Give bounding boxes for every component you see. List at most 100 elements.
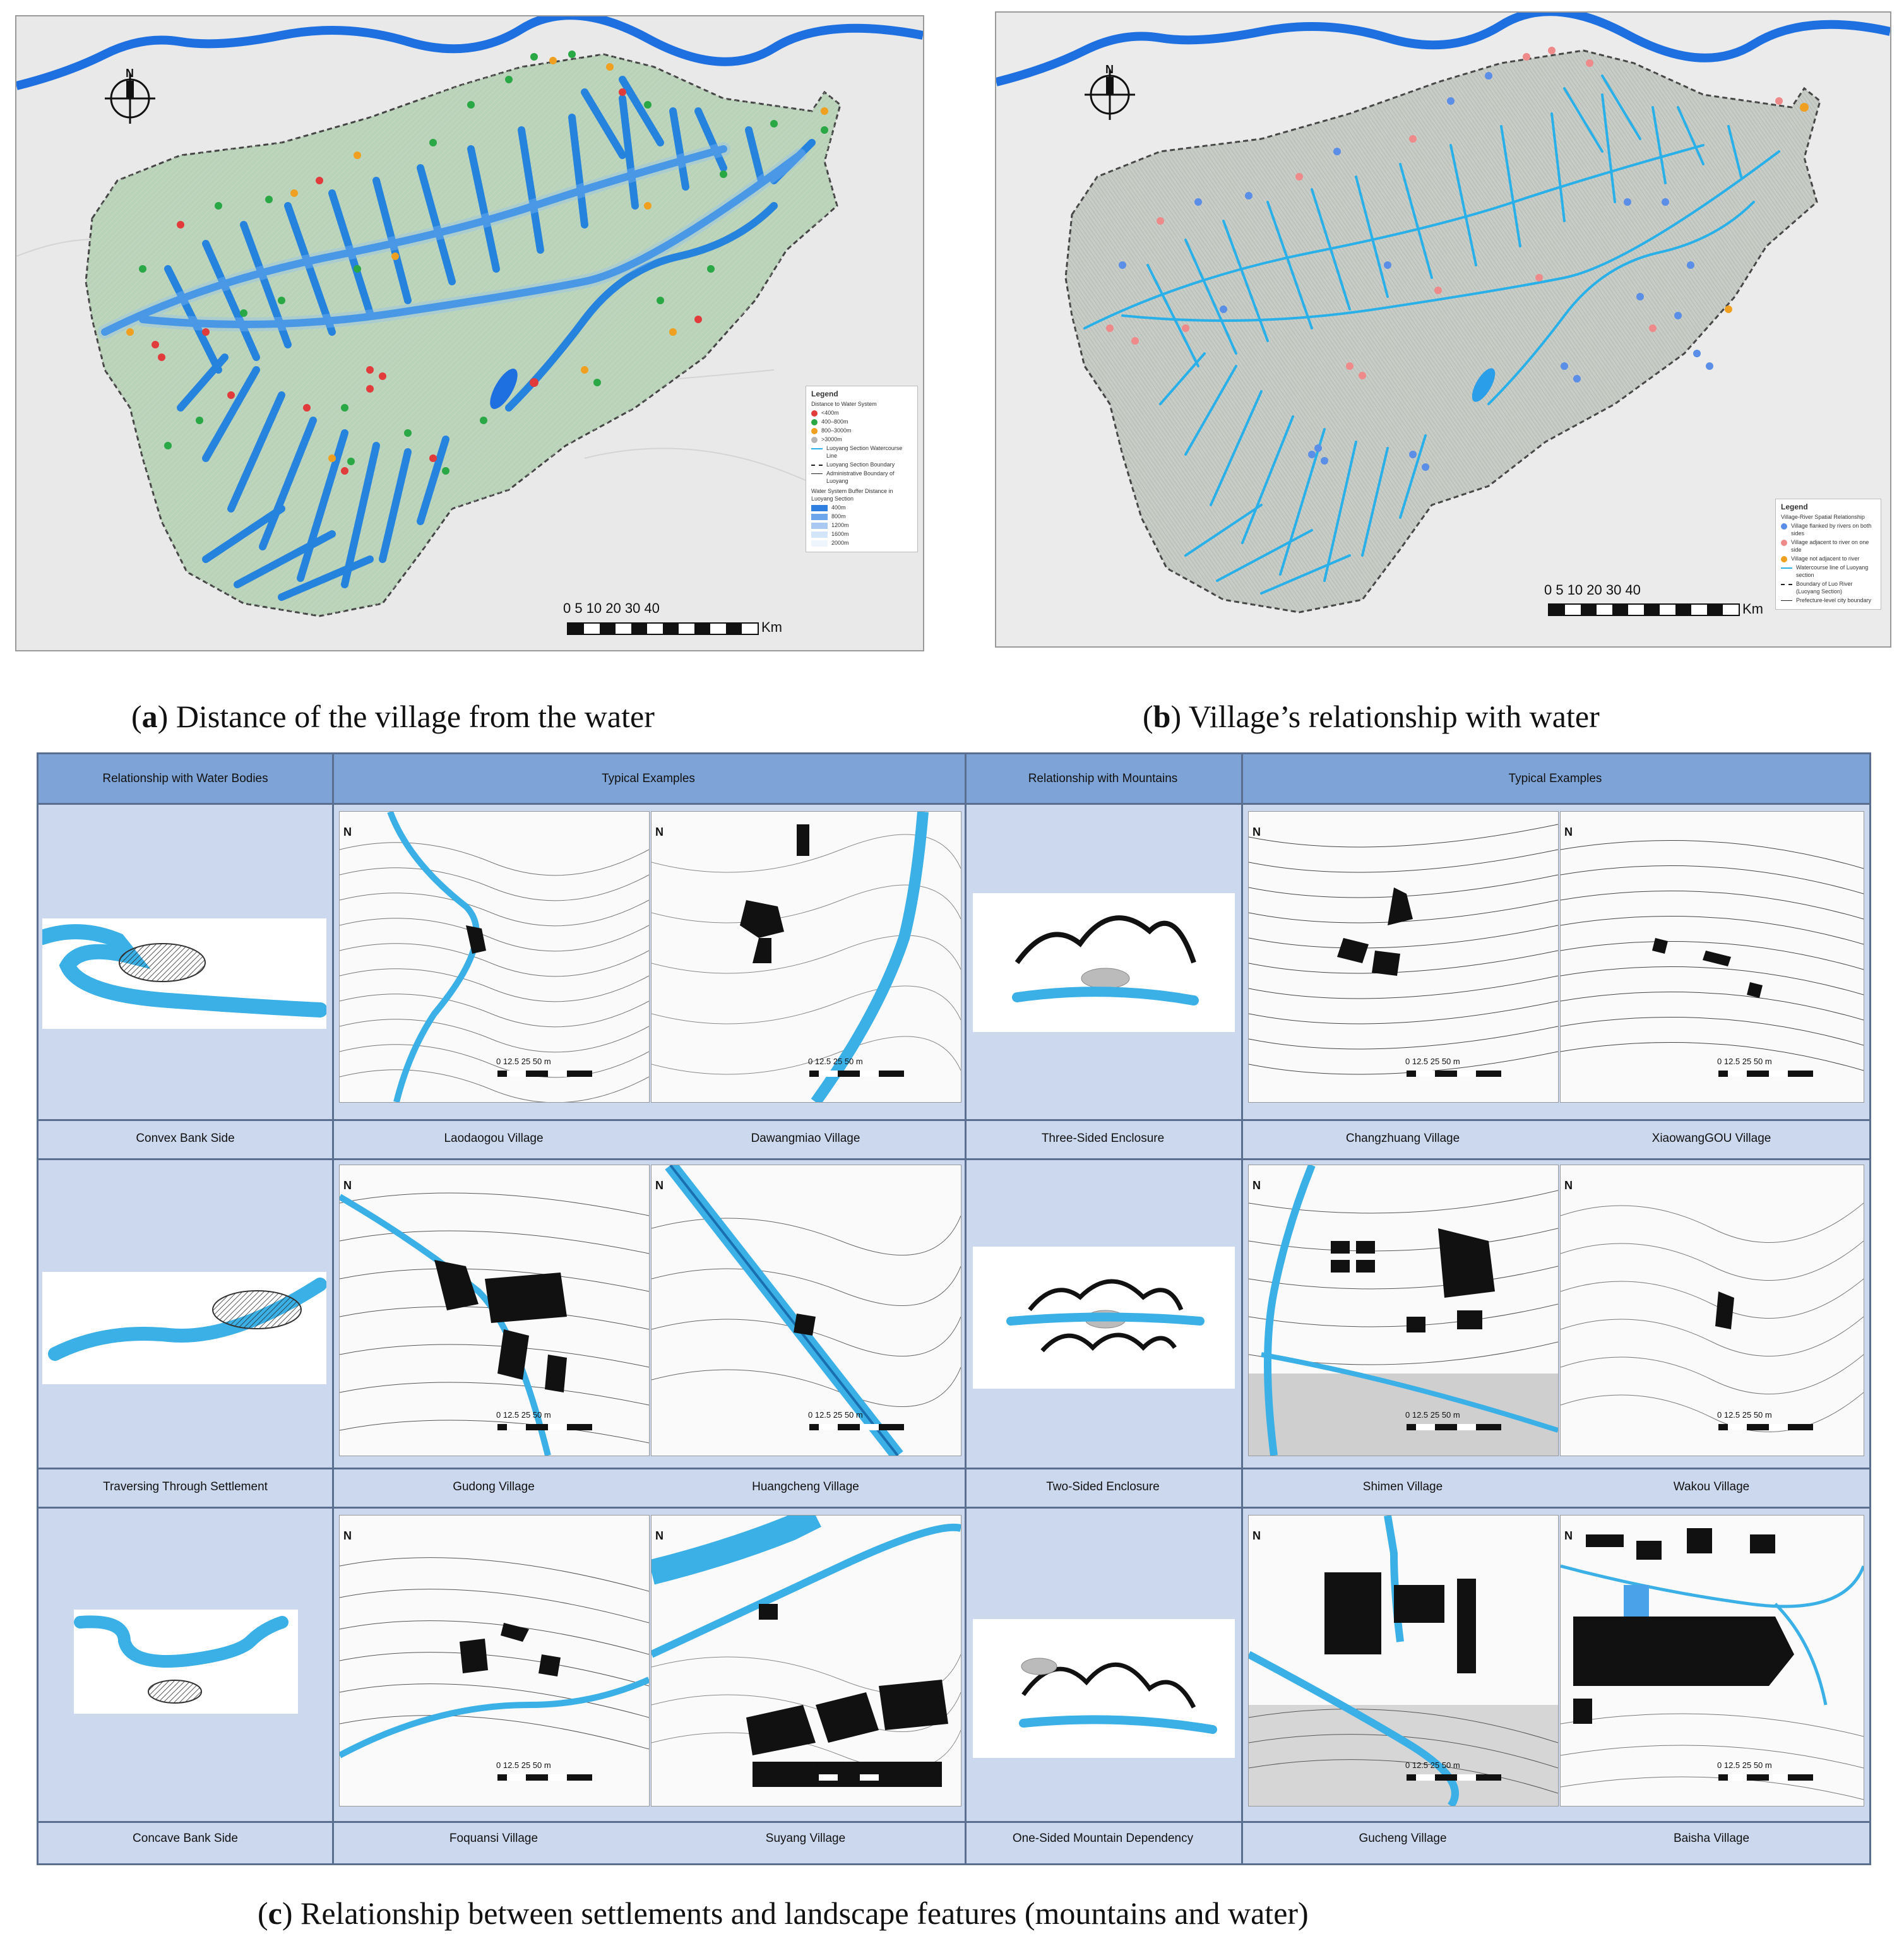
legend-a: Legend Distance to Water System <400m 400… xyxy=(806,386,918,552)
row2-water-example-2: Huangcheng Village xyxy=(752,1480,859,1493)
map-shimen: N 0 12.5 25 50 m xyxy=(1248,1165,1559,1456)
village-points xyxy=(1106,47,1809,471)
yellow-river xyxy=(16,16,923,90)
legend-buffer-label: 800m xyxy=(831,513,846,519)
legend-item: >3000m xyxy=(811,436,912,443)
legend-buffer-item: 1600m xyxy=(811,530,912,538)
legend-line-item: Luoyang Section Boundary xyxy=(811,461,912,468)
caption-a: (a) Distance of the village from the wat… xyxy=(131,699,655,734)
mini-scale-label: 0 12.5 25 50 m xyxy=(1717,1760,1772,1770)
row1-water-type: Convex Bank Side xyxy=(136,1132,235,1145)
legend-items: Village flanked by rivers on both sides V… xyxy=(1781,522,1876,562)
legend-line-item: Luoyang Section Watercourse Line xyxy=(811,444,912,460)
legend-line-icon xyxy=(1781,567,1792,569)
map-suyang: N 0 12.5 25 50 m xyxy=(651,1515,961,1807)
legend-buffer-item: 1200m xyxy=(811,521,912,529)
row3-mountain-example-2: Baisha Village xyxy=(1673,1832,1750,1845)
map-foquansi: N 0 12.5 25 50 m xyxy=(339,1515,650,1807)
map-dawangmiao: N 0 12.5 25 50 m xyxy=(651,811,961,1103)
legend-dot-icon xyxy=(811,419,818,425)
row1-mountain-example-2: XiaowangGOU Village xyxy=(1651,1132,1771,1145)
legend-lines: Watercourse line of Luoyang section Bound… xyxy=(1781,564,1876,604)
reservoir xyxy=(1472,368,1496,402)
scale-unit: Km xyxy=(1742,601,1763,617)
north-arrow-icon: N xyxy=(343,826,352,838)
row2-mountain-type: Two-Sided Enclosure xyxy=(1046,1480,1160,1493)
legend-dot-icon xyxy=(1781,523,1787,530)
map-changzhuang: N 0 12.5 25 50 m xyxy=(1248,811,1559,1103)
legend-buffer-label: 400m xyxy=(831,504,846,511)
legend-item-label: 800–3000m xyxy=(821,427,852,434)
header-mountains: Relationship with Mountains xyxy=(965,754,1241,805)
legend-line-label: Boundary of Luo River (Luoyang Section) xyxy=(1796,581,1853,595)
row2-mountain-example-1: Shimen Village xyxy=(1362,1480,1443,1493)
north-arrow-icon: N xyxy=(343,1179,352,1192)
map-b-graphic xyxy=(996,13,1890,646)
north-arrow-icon: N xyxy=(655,1179,663,1192)
map-gucheng: N 0 12.5 25 50 m xyxy=(1248,1515,1559,1807)
row1-water-example-2: Dawangmiao Village xyxy=(751,1132,860,1145)
map-baisha: N 0 12.5 25 50 m xyxy=(1560,1515,1864,1807)
map-a-graphic xyxy=(16,16,923,650)
row1-water-example-1: Laodaogou Village xyxy=(444,1132,544,1145)
legend-line-item: Watercourse line of Luoyang section xyxy=(1781,564,1876,579)
legend-line-icon xyxy=(1781,600,1792,601)
legend-line-label: Watercourse line of Luoyang section xyxy=(1796,564,1869,578)
north-arrow-icon: N xyxy=(1564,826,1573,838)
legend-item: <400m xyxy=(811,409,912,417)
legend-swatch-icon xyxy=(811,514,828,520)
row3-water-example-2: Suyang Village xyxy=(765,1832,846,1845)
schematic-one-sided-dependency xyxy=(973,1619,1235,1758)
scale-bar xyxy=(567,622,759,635)
legend-subtitle: Village-River Spatial Relationship xyxy=(1781,514,1865,520)
legend-dot-icon xyxy=(1781,556,1787,562)
legend-line-item: Prefecture-level city boundary xyxy=(1781,596,1876,604)
north-label: N xyxy=(126,67,134,80)
mini-scale-label: 0 12.5 25 50 m xyxy=(1717,1057,1772,1066)
legend-item-label: Village flanked by rivers on both sides xyxy=(1791,523,1872,537)
legend-title: Legend xyxy=(811,389,838,398)
watercourse-lines xyxy=(101,76,816,601)
legend-item-label: Village not adjacent to river xyxy=(1791,555,1860,562)
legend-line-label: Luoyang Section Boundary xyxy=(826,461,895,468)
mini-scale-label: 0 12.5 25 50 m xyxy=(808,1057,863,1066)
row2-mountain-example-2: Wakou Village xyxy=(1673,1480,1750,1493)
legend-buffer-label: 1200m xyxy=(831,522,849,528)
legend-line-item: Administrative Boundary of Luoyang xyxy=(811,470,912,485)
legend-b: Legend Village-River Spatial Relationshi… xyxy=(1775,499,1881,610)
legend-buffer-label: 1600m xyxy=(831,531,849,537)
schematic-concave-bank xyxy=(74,1610,298,1714)
schematic-convex-bank xyxy=(42,918,326,1029)
north-arrow-icon: N xyxy=(343,1529,352,1542)
map-gudong: N 0 12.5 25 50 m xyxy=(339,1165,650,1456)
legend-dot-icon xyxy=(811,437,818,443)
map-huangcheng: N 0 12.5 25 50 m xyxy=(651,1165,961,1456)
header-water: Relationship with Water Bodies xyxy=(39,754,332,805)
schematic-two-sided-enclosure xyxy=(973,1247,1235,1389)
row3-water-example-1: Foquansi Village xyxy=(449,1832,538,1845)
mini-scale-label: 0 12.5 25 50 m xyxy=(1405,1057,1460,1066)
village-points xyxy=(126,50,828,475)
legend-item: Village not adjacent to river xyxy=(1781,555,1876,562)
legend-buffer-item: 400m xyxy=(811,504,912,511)
north-arrow-icon: N xyxy=(1564,1179,1573,1192)
row3-water-type: Concave Bank Side xyxy=(133,1832,238,1845)
legend-swatch-icon xyxy=(811,523,828,529)
legend-line-item: Boundary of Luo River (Luoyang Section) xyxy=(1781,580,1876,595)
north-arrow-icon: N xyxy=(1564,1529,1573,1542)
legend-swatch-icon xyxy=(811,505,828,511)
legend-dot-icon xyxy=(811,428,818,434)
row1-mountain-type: Three-Sided Enclosure xyxy=(1041,1132,1165,1145)
watercourse-lines xyxy=(1083,74,1780,595)
legend-buffer-item: 800m xyxy=(811,513,912,520)
legend-swatch-icon xyxy=(811,540,828,547)
scale-ticks: 0 5 10 20 30 40 xyxy=(563,600,660,616)
mini-scale-label: 0 12.5 25 50 m xyxy=(496,1760,551,1770)
legend-item: 400–800m xyxy=(811,418,912,425)
north-arrow-icon: N xyxy=(1252,1529,1261,1542)
legend-buffer-title: Water System Buffer Distance in Luoyang … xyxy=(811,488,893,502)
mini-scale-label: 0 12.5 25 50 m xyxy=(808,1410,863,1420)
mini-scale-label: 0 12.5 25 50 m xyxy=(808,1760,863,1770)
legend-swatch-icon xyxy=(811,531,828,538)
legend-line-icon xyxy=(811,465,823,466)
